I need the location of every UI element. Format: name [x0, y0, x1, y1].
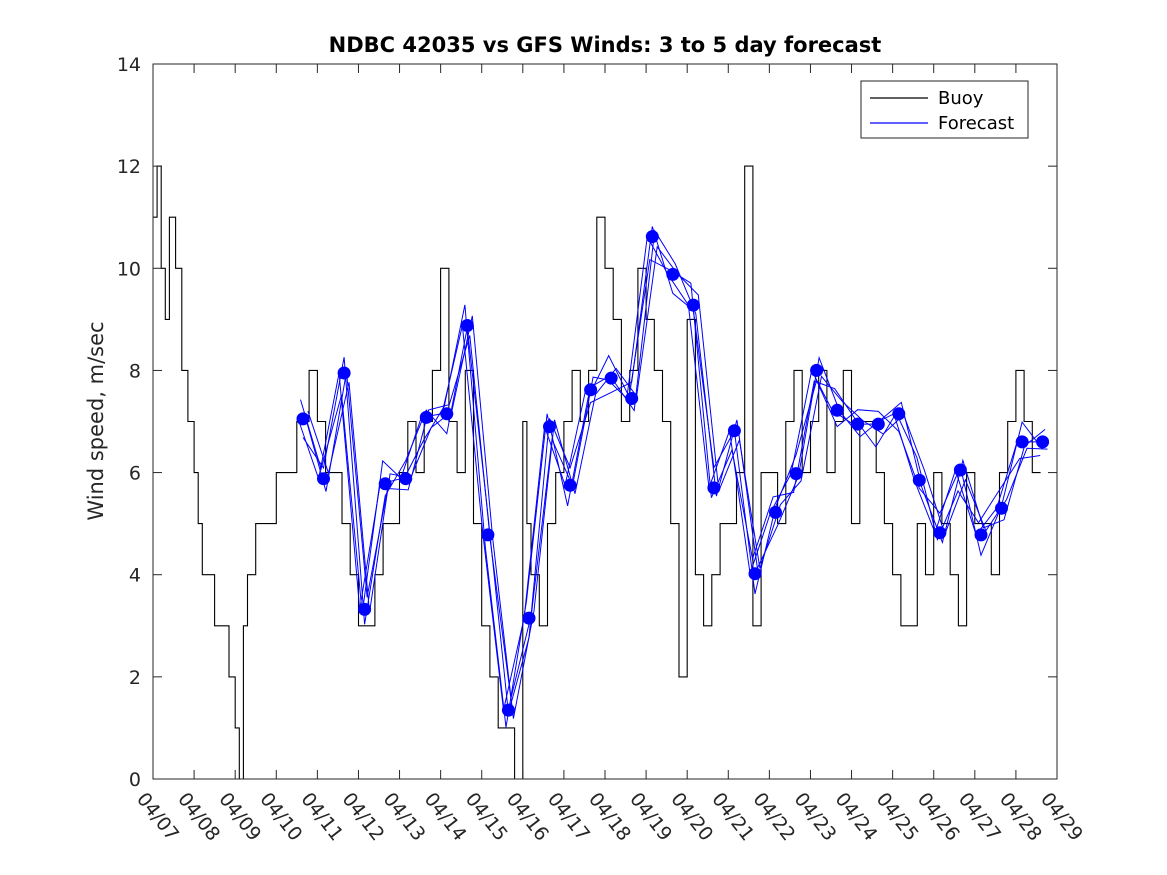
forecast-marker: [317, 472, 330, 486]
forecast-marker: [501, 703, 515, 717]
y-tick-label: 10: [117, 258, 141, 280]
y-tick-label: 14: [117, 54, 141, 76]
forecast-line: [304, 229, 1046, 699]
y-axis-ticks: 0 2 4 6 8 10 12 14: [117, 54, 1057, 791]
forecast-marker: [337, 366, 351, 380]
legend-box: [860, 80, 1029, 139]
forecast-marker: [378, 477, 392, 491]
y-tick-label: 2: [129, 667, 141, 689]
forecast-marker: [892, 407, 906, 421]
forecast-marker: [871, 417, 885, 431]
chart-title: NDBC 42035 vs GFS Winds: 3 to 5 day fore…: [329, 33, 882, 57]
forecast-marker: [584, 383, 598, 397]
forecast-marker: [912, 473, 926, 487]
buoy-series: [153, 165, 1041, 780]
forecast-marker: [666, 267, 680, 281]
forecast-marker: [419, 410, 433, 424]
forecast-marker: [686, 298, 700, 312]
forecast-marker: [974, 528, 988, 542]
buoy-line: [153, 165, 1041, 780]
forecast-marker: [1015, 435, 1029, 449]
forecast-marker: [830, 403, 844, 417]
forecast-marker: [953, 463, 967, 477]
y-tick-label: 0: [129, 769, 141, 791]
forecast-marker: [769, 505, 782, 519]
forecast-marker: [727, 424, 741, 438]
forecast-marker: [460, 319, 474, 332]
forecast-markers: [296, 230, 1050, 717]
forecast-marker: [522, 611, 536, 625]
forecast-marker: [296, 412, 310, 426]
legend-entry: Forecast: [938, 113, 1014, 134]
forecast-marker: [789, 467, 803, 481]
forecast-marker: [440, 407, 454, 421]
forecast-marker: [933, 526, 947, 540]
forecast-marker: [995, 501, 1008, 515]
legend-entry: Buoy: [938, 88, 984, 109]
forecast-marker: [748, 567, 762, 581]
y-tick-label: 8: [129, 360, 141, 382]
y-tick-label: 4: [129, 565, 141, 587]
forecast-marker: [810, 363, 824, 377]
y-tick-label: 12: [117, 156, 141, 178]
y-tick-label: 6: [129, 463, 141, 485]
forecast-marker: [358, 602, 372, 616]
forecast-marker: [707, 481, 721, 495]
plot-area: [153, 64, 1057, 779]
legend: Buoy Forecast: [860, 80, 1029, 139]
forecast-marker: [481, 528, 495, 542]
forecast-marker: [1036, 435, 1050, 449]
forecast-marker: [543, 420, 556, 434]
forecast-marker: [399, 472, 413, 486]
forecast-marker: [851, 417, 865, 431]
forecast-marker: [625, 392, 639, 405]
forecast-marker: [563, 478, 577, 492]
y-axis-label: Wind speed, m/sec: [84, 321, 108, 520]
forecast-marker: [645, 230, 659, 244]
forecast-marker: [604, 371, 618, 385]
forecast-line: [302, 226, 1043, 714]
